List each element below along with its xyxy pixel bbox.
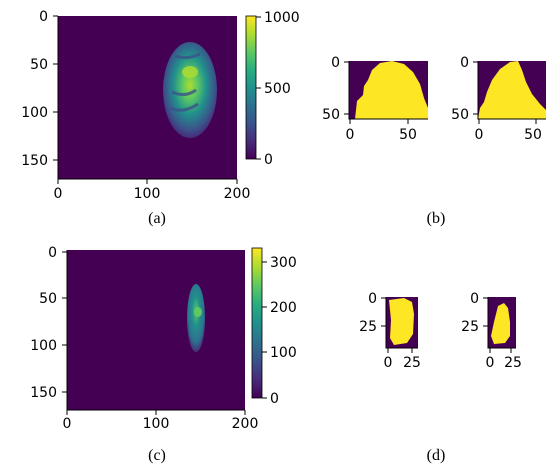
- panel-d-right-xtick-0: 0: [486, 355, 495, 371]
- panel-c-ytick-100: 100: [30, 338, 57, 354]
- panel-c-object: [187, 284, 205, 352]
- panel-c-cbar-tick-200: 200: [270, 300, 297, 316]
- panel-b-right-mask: [478, 61, 546, 119]
- panel-b-left-xtick-0: 0: [346, 127, 355, 143]
- panel-d: 0 25 0 25 0 25 0 25 (d): [359, 291, 522, 464]
- panel-b-left-axes-frame: [348, 61, 428, 120]
- panel-d-right-ticks: [483, 297, 512, 353]
- panel-b-right-ticks: [473, 61, 537, 124]
- panel-b-right-xtick-0: 0: [475, 127, 484, 143]
- panel-b-right-ytick-0: 0: [460, 55, 469, 71]
- panel-c-ticks: [62, 251, 246, 415]
- panel-a-object: [163, 42, 217, 138]
- panel-d-caption: (d): [427, 447, 446, 464]
- panel-d-right-xtick-25: 25: [504, 355, 522, 371]
- panel-c-cbar-tick-300: 300: [270, 255, 297, 271]
- panel-b-left-ytick-50: 50: [322, 107, 340, 123]
- panel-d-right-mask: [491, 303, 510, 344]
- panel-a-cbar-tick-1000: 1000: [264, 10, 300, 26]
- panel-d-right-axes-frame: [487, 297, 516, 349]
- panel-a-colorbar: [245, 15, 257, 160]
- panel-b-left-ytick-0: 0: [331, 55, 340, 71]
- panel-d-right-ytick-0: 0: [470, 291, 479, 307]
- panel-a-xtick-100: 100: [134, 186, 161, 202]
- panel-a-ytick-100: 100: [21, 105, 48, 121]
- panel-b: 0 50 0 50 0 50 0 50 (b): [322, 55, 546, 227]
- panel-c-cbar-tick-100: 100: [270, 345, 297, 361]
- panel-d-left-axes-frame: [385, 297, 418, 349]
- panel-c-colorbar: [251, 247, 263, 399]
- panel-c-ytick-50: 50: [39, 291, 57, 307]
- panel-a-ytick-0: 0: [39, 9, 48, 25]
- panel-a-xtick-200: 200: [224, 186, 251, 202]
- panel-a-ytick-150: 150: [21, 153, 48, 169]
- panel-c-bright-spot: [194, 307, 202, 317]
- panel-a-ticks: [53, 15, 238, 184]
- panel-c: 0 50 100 150 0 100 200 300 200 100 0 (c): [30, 245, 296, 464]
- panel-a-ytick-50: 50: [30, 57, 48, 73]
- panel-d-right-ytick-25: 25: [461, 319, 479, 335]
- panel-b-right-xtick-50: 50: [524, 127, 542, 143]
- panel-b-left-ticks: [344, 61, 409, 124]
- panel-c-colorbar-ticks: [262, 261, 267, 399]
- panel-d-left-xtick-0: 0: [384, 355, 393, 371]
- panel-a-texture: [169, 52, 201, 112]
- panel-a-xtick-0: 0: [54, 186, 63, 202]
- panel-a-caption: (a): [148, 210, 166, 227]
- panel-c-xtick-0: 0: [63, 416, 72, 432]
- panel-c-caption: (c): [148, 447, 166, 464]
- panel-d-left-xtick-25: 25: [403, 355, 421, 371]
- panel-c-cbar-tick-0: 0: [270, 391, 279, 407]
- panel-d-left-mask: [389, 298, 414, 345]
- panel-a: 0 50 100 150 0 100 200 1000 500 0 (a): [21, 9, 299, 227]
- panel-c-xtick-200: 200: [232, 416, 259, 432]
- panel-d-left-ytick-25: 25: [359, 319, 377, 335]
- panel-d-left-ytick-0: 0: [368, 291, 377, 307]
- panel-b-left-xtick-50: 50: [399, 127, 417, 143]
- panel-a-colorbar-ticks: [256, 16, 261, 160]
- panel-c-ytick-150: 150: [30, 385, 57, 401]
- panel-b-caption: (b): [427, 210, 446, 227]
- panel-b-right-ytick-50: 50: [451, 107, 469, 123]
- panel-a-cbar-tick-0: 0: [264, 152, 273, 168]
- panel-b-left-mask: [355, 61, 428, 119]
- panel-c-xtick-100: 100: [143, 416, 170, 432]
- panel-a-cbar-tick-500: 500: [264, 81, 291, 97]
- panel-c-ytick-0: 0: [48, 245, 57, 261]
- panel-d-left-ticks: [381, 297, 413, 353]
- panel-a-bright-spot: [182, 66, 198, 78]
- panel-b-right-axes-frame: [477, 61, 546, 120]
- panel-c-heatmap: [67, 250, 245, 410]
